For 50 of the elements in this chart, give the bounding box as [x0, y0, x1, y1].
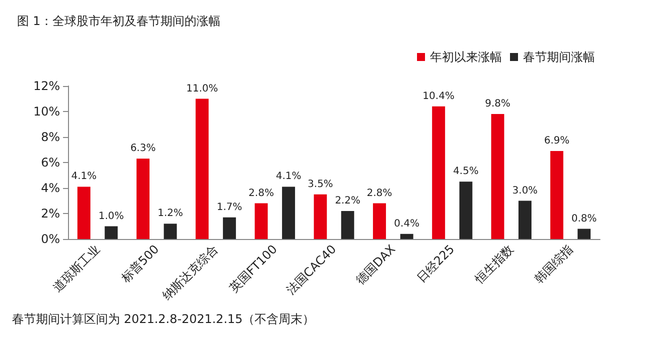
data-label: 6.9%: [544, 136, 570, 147]
bar: [77, 186, 90, 239]
bar: [491, 114, 504, 239]
data-label: 3.0%: [512, 185, 538, 196]
text: 春节期间计算区间为 2021.2.8-2021.2.15（不含周末）: [12, 312, 315, 326]
data-label: 2.8%: [366, 188, 392, 199]
x-tick-label: 恒生指数: [472, 242, 516, 287]
y-tick-label: 6%: [40, 156, 60, 170]
y-tick-label: 4%: [40, 181, 60, 195]
bar: [164, 224, 177, 239]
data-label: 1.0%: [98, 210, 124, 222]
y-tick-label: 12%: [33, 79, 60, 93]
bar: [518, 200, 532, 239]
data-label: 0.4%: [394, 218, 420, 230]
data-label: 3.5%: [308, 178, 334, 190]
bar: [136, 158, 150, 239]
bar: [372, 203, 386, 239]
bar: [314, 194, 327, 239]
bar: [578, 228, 591, 239]
bar: [282, 186, 296, 239]
legend-label: 春节期间涨幅: [523, 50, 595, 64]
bar: [432, 106, 446, 239]
bar: [104, 226, 118, 239]
bar: [400, 234, 414, 239]
data-label: 4.5%: [453, 166, 479, 178]
y-tick-label: 2%: [40, 206, 60, 220]
data-label: 6.3%: [130, 143, 156, 154]
data-label: 1.2%: [158, 208, 184, 220]
chart-title: 图 1：全球股市年初及春节期间的涨幅: [17, 14, 220, 28]
bar: [254, 203, 268, 239]
y-tick-label: 10%: [33, 104, 60, 118]
data-label: 1.7%: [216, 202, 242, 213]
x-tick-label: 标普500: [118, 242, 162, 286]
legend-label: 年初以来涨幅: [430, 50, 502, 64]
bar: [341, 210, 354, 239]
data-label: 4.1%: [71, 171, 97, 182]
bar: [550, 151, 564, 239]
data-label: 2.8%: [248, 188, 274, 199]
x-tick-label: 纳斯达克综合: [160, 242, 221, 303]
data-label: 0.8%: [571, 213, 597, 224]
y-tick-label: 8%: [40, 130, 60, 144]
bar: [222, 217, 236, 239]
data-label: 10.4%: [422, 90, 454, 102]
data-label: 4.1%: [276, 171, 302, 182]
data-label: 11.0%: [186, 83, 218, 94]
x-tick-label: 韩国综指: [532, 242, 576, 286]
bar: [196, 98, 209, 239]
data-label: 9.8%: [484, 98, 510, 110]
bar: [459, 182, 472, 239]
data-label: 2.2%: [334, 195, 360, 206]
